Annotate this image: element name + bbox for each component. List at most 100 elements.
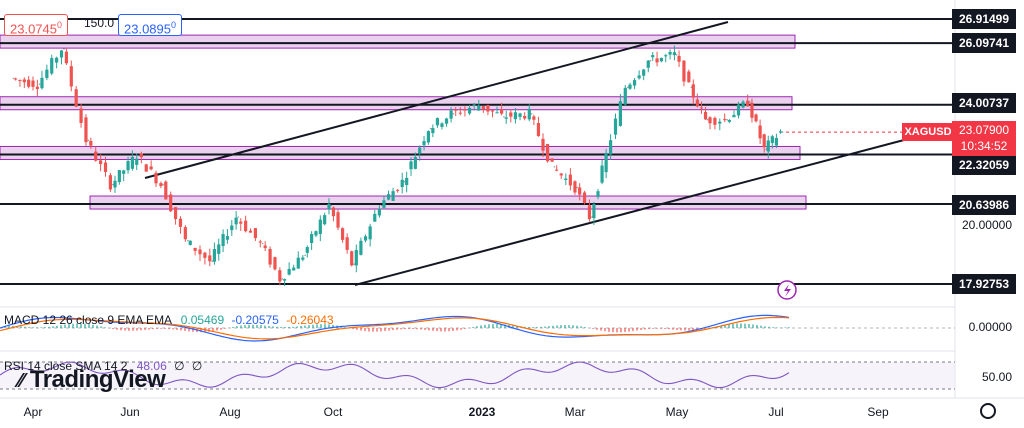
macd-hist-bar [496,323,498,328]
macd-hist-bar [604,328,606,332]
rsi-title: RSI 14 close SMA 14 2 [4,359,128,373]
candle-body [559,173,563,176]
macd-hist-bar [148,328,150,330]
macd-hist-bar [416,328,418,330]
macd-hist-bar [668,328,670,330]
candle-body [440,123,444,127]
candle-body [568,174,572,186]
macd-hist-bar [356,328,358,330]
macd-hist-bar [528,326,530,328]
candle-body [253,228,258,239]
candle-body [212,249,217,262]
candle-body [762,134,766,148]
macd-hist-bar [372,328,374,332]
candle-body [154,172,158,184]
rsi-legend[interactable]: RSI 14 close SMA 14 2 48.06 ∅ ∅ [4,359,202,373]
rsi-value-3: ∅ [191,359,203,373]
macd-title: MACD 12 26 close 9 EMA EMA [4,313,172,327]
sr-zone-3 [0,145,801,160]
macd-hist-bar [304,325,306,328]
ask-price-box[interactable]: 23.08950 [118,14,183,36]
macd-hist-bar [164,328,166,329]
candle-body [746,100,750,107]
candle-body [504,117,508,119]
price-point [649,59,652,62]
candle-body [50,58,54,74]
candle-body [532,116,536,120]
macd-hist-bar [412,328,414,330]
candle-body [463,109,467,111]
candle-body [659,57,663,62]
symbol-tag[interactable]: XAGUSD [902,123,954,141]
tradingview-logo[interactable]: ⁄⁄ TradingView [18,366,166,394]
price-point [112,183,114,186]
macd-hist-bar [324,324,326,328]
macd-hist-bar [764,326,766,328]
macd-hist-bar [552,325,554,328]
macd-hist-bar [464,328,466,329]
macd-hist-bar [28,327,30,328]
candle-body [426,131,430,143]
candle-body [94,151,98,161]
candle-body [234,217,238,225]
candle-body [555,169,559,171]
macd-hist-bar [264,325,266,328]
macd-hist-bar [88,324,90,328]
macd-hist-bar [532,327,534,328]
candle-body [323,215,327,225]
candle-body [668,51,672,55]
candle-body [490,110,495,112]
candle-body [282,279,287,281]
price-point [353,263,355,265]
candle-body [198,249,202,255]
macd-hist-bar [376,328,378,332]
macd-hist-bar [676,328,678,330]
macd-hist-bar [748,323,750,328]
candle-body [699,107,704,109]
bid-price-box[interactable]: 23.07450 [4,14,69,36]
candle-body [99,160,103,165]
candle-body [495,112,499,114]
macd-hist-bar [392,328,394,331]
macd-legend[interactable]: MACD 12 26 close 9 EMA EMA 0.05469 -0.20… [4,313,334,327]
candle-body [377,208,381,216]
price-point [591,216,593,218]
candle-body [604,152,608,173]
rsi-axis-label: 50.00 [981,370,1012,384]
macd-signal-line [0,316,790,340]
macd-hist-bar [576,325,578,328]
price-point [330,204,332,207]
candle-body [672,52,677,56]
settings-gear-icon[interactable] [980,403,996,419]
macd-hist-bar [756,325,758,328]
macd-hist-bar [236,326,238,328]
candle-body [386,194,391,200]
candle-body [239,221,243,224]
candle-body [79,108,83,123]
candle-body [582,192,587,204]
macd-hist-bar [44,327,46,328]
candle-body [409,161,413,170]
macd-hist-bar [448,328,450,332]
macd-hist-bar [544,326,546,328]
candle-body [618,101,622,126]
candle-body [545,144,550,162]
macd-hist-bar [216,328,218,331]
candle-body [27,79,31,87]
macd-hist-bar [484,324,486,328]
macd-hist-bar [432,328,434,331]
candle-body [183,227,187,240]
candle-body [646,60,650,68]
candle-body [592,204,596,219]
macd-hist-bar [556,325,558,328]
candle-body [723,119,727,121]
macd-hist-bar [284,327,286,328]
candle-body [600,165,604,183]
macd-hist-bar [364,328,366,332]
candle-body [536,123,541,137]
macd-hist-bar [316,324,318,328]
macd-hist-bar [92,324,94,328]
macd-hist-bar [440,328,442,332]
macd-hist-bar [152,328,154,330]
